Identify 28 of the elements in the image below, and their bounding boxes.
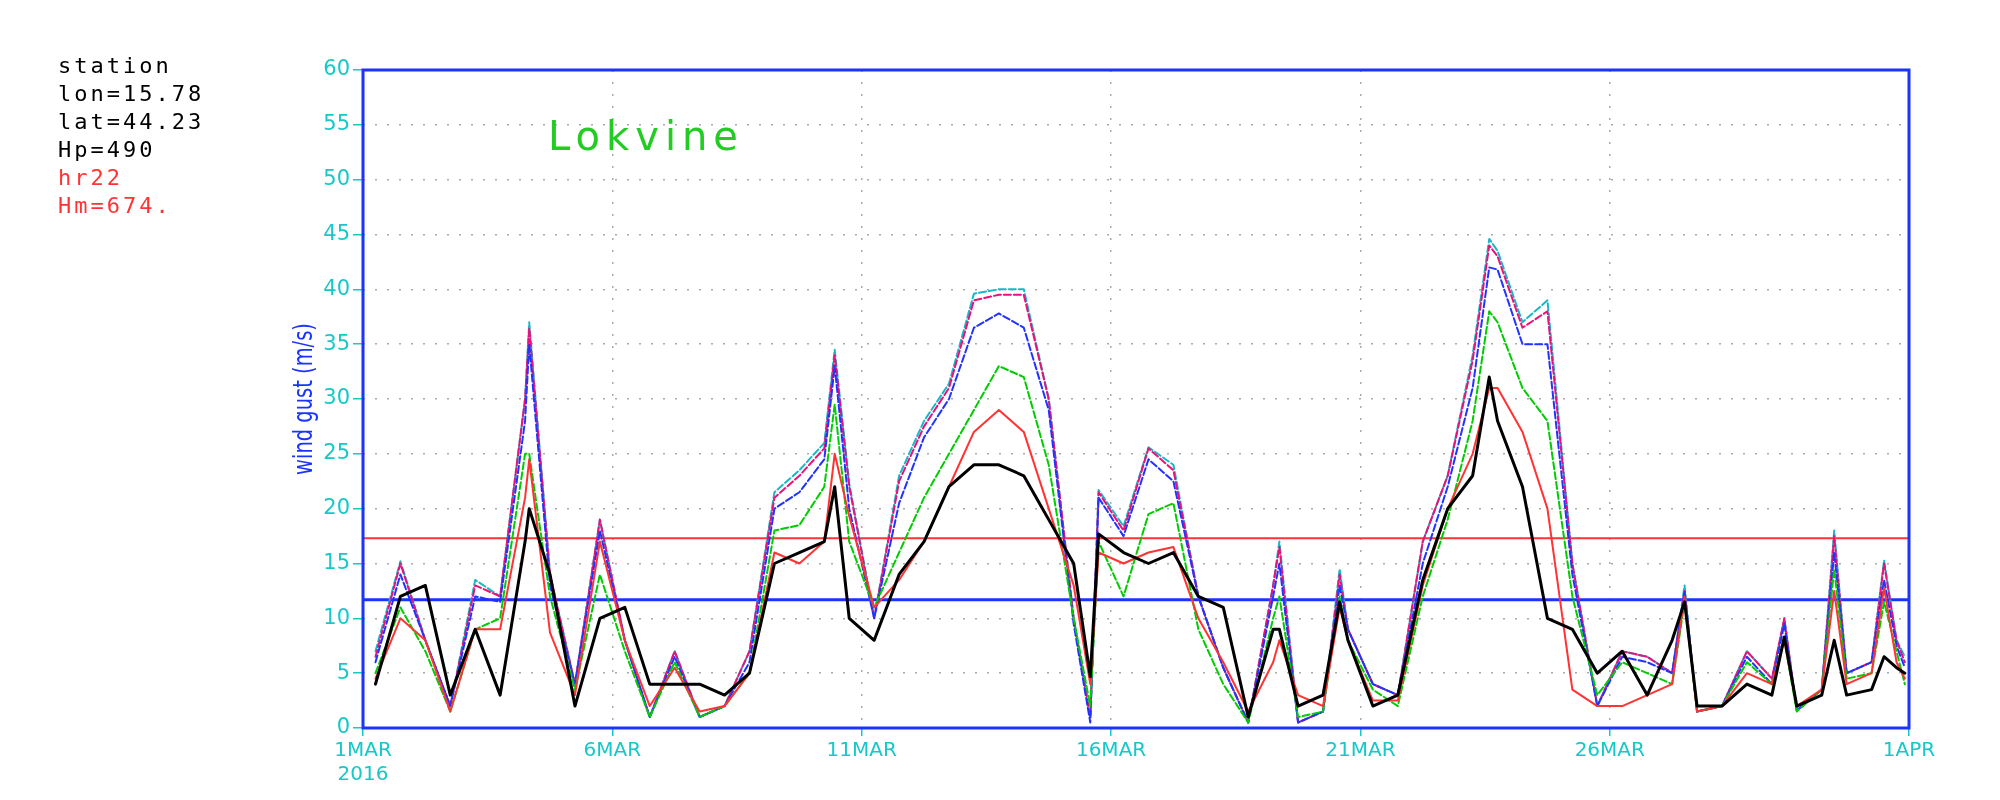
y-tick-label: 5 bbox=[336, 659, 350, 684]
text: Hp=490 bbox=[58, 136, 157, 164]
x-tick-label: 21MAR bbox=[1325, 737, 1396, 762]
text: station bbox=[58, 52, 173, 80]
x-tick-label: 16MAR bbox=[1075, 737, 1147, 762]
y-tick-label: 20 bbox=[323, 495, 350, 520]
x-tick-label: 6MAR bbox=[583, 737, 642, 762]
x-tick-label: 11MAR bbox=[826, 737, 897, 762]
text: lat=44.23 bbox=[58, 108, 205, 136]
x-tick-label: 1MAR 2016 bbox=[334, 737, 392, 786]
y-tick-label: 40 bbox=[323, 275, 350, 300]
y-tick-label: 10 bbox=[323, 604, 350, 629]
text: hr22 bbox=[58, 164, 124, 192]
y-tick-label: 50 bbox=[323, 166, 350, 191]
x-tick-label: 1APR bbox=[1882, 737, 1936, 762]
y-tick-label: 25 bbox=[323, 440, 350, 465]
y-tick-label: 15 bbox=[323, 549, 350, 574]
y-tick-label: 60 bbox=[323, 56, 350, 81]
x-tick-label: 26MAR bbox=[1574, 737, 1646, 762]
y-tick-label: 35 bbox=[323, 330, 350, 355]
text: Lokvine bbox=[548, 113, 744, 160]
y-axis-title: wind gust (m/s) bbox=[287, 323, 318, 475]
y-tick-label: 55 bbox=[323, 111, 350, 136]
y-tick-label: 45 bbox=[323, 220, 350, 245]
text: Hm=674. bbox=[58, 192, 173, 220]
y-tick-label: 0 bbox=[336, 714, 350, 739]
y-tick-label: 30 bbox=[323, 385, 350, 410]
text: lon=15.78 bbox=[58, 80, 205, 108]
